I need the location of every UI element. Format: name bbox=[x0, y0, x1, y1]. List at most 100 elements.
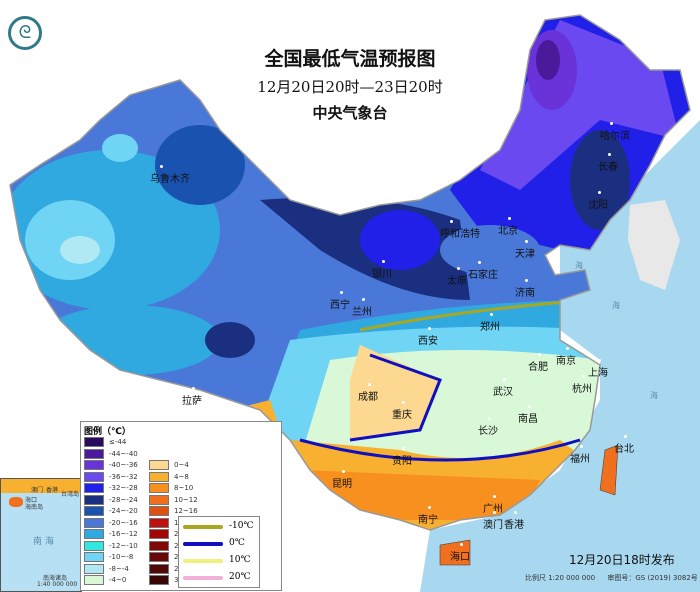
legend-item: 4~8 bbox=[149, 471, 189, 482]
city-label: 南宁 bbox=[418, 515, 438, 526]
legend-swatch bbox=[149, 563, 169, 574]
city-label: 南京 bbox=[556, 356, 576, 367]
city-label: 石家庄 bbox=[468, 270, 498, 281]
legend-label: -24~-20 bbox=[109, 507, 138, 515]
city-marker bbox=[508, 217, 511, 220]
city-label: 呼和浩特 bbox=[440, 229, 480, 240]
city-label: 济南 bbox=[515, 288, 535, 299]
legend-label: ≤-44 bbox=[109, 438, 127, 446]
legend-swatch bbox=[84, 448, 104, 459]
city-marker bbox=[488, 417, 491, 420]
city-label: 台北 bbox=[614, 444, 634, 455]
city-marker bbox=[525, 279, 528, 282]
city-marker bbox=[582, 375, 585, 378]
legend-item: 10~12 bbox=[149, 494, 198, 505]
city-marker bbox=[490, 313, 493, 316]
city-marker bbox=[450, 220, 453, 223]
legend-label: -36~-32 bbox=[109, 472, 138, 481]
city-label: 昆明 bbox=[332, 479, 352, 490]
legend-item: 0~4 bbox=[149, 460, 189, 470]
issuer: 中央气象台 bbox=[312, 104, 388, 122]
legend-swatch bbox=[149, 483, 169, 493]
city-marker bbox=[160, 165, 163, 168]
legend-swatch bbox=[84, 483, 104, 493]
city-label: 北京 bbox=[498, 226, 518, 237]
city-marker bbox=[340, 291, 343, 294]
legend-label: -8~-4 bbox=[109, 564, 129, 573]
legend-swatch bbox=[84, 506, 104, 516]
city-label: 郑州 bbox=[480, 322, 500, 333]
legend-item: 12~16 bbox=[149, 506, 198, 516]
city-marker bbox=[525, 240, 528, 243]
city-marker bbox=[402, 401, 405, 404]
legend-item: -8~-4 bbox=[84, 563, 129, 574]
city-label: 澳门 bbox=[483, 520, 503, 531]
legend-swatch bbox=[149, 517, 169, 528]
city-label: 武汉 bbox=[493, 387, 513, 398]
forecast-period: 12月20日20时—23日20时 bbox=[257, 78, 443, 96]
legend-label: -16~-12 bbox=[109, 530, 138, 538]
city-label: 重庆 bbox=[392, 410, 412, 421]
city-marker bbox=[460, 543, 463, 546]
legend-label: 10~12 bbox=[174, 495, 198, 504]
legend-swatch bbox=[84, 575, 104, 585]
legend-label: -12~-10 bbox=[109, 541, 138, 550]
city-marker bbox=[580, 445, 583, 448]
legend-item: -28~-24 bbox=[84, 494, 138, 505]
legend-item: 8~10 bbox=[149, 483, 194, 493]
isoline-label: 10℃ bbox=[229, 555, 251, 565]
city-marker bbox=[598, 191, 601, 194]
legend-label: 0~4 bbox=[174, 461, 189, 469]
legend-label: -28~-24 bbox=[109, 495, 138, 504]
city-label: 天津 bbox=[515, 249, 535, 260]
isoline-item: 10℃ bbox=[183, 555, 259, 567]
city-label: 贵阳 bbox=[392, 456, 412, 467]
isoline-label: -10℃ bbox=[229, 521, 254, 531]
city-label: 沈阳 bbox=[588, 200, 608, 211]
city-label: 西宁 bbox=[330, 300, 350, 311]
isoline-swatch bbox=[183, 576, 223, 580]
legend-label: -44~-40 bbox=[109, 449, 138, 458]
legend-swatch bbox=[84, 563, 104, 574]
inset-taiwan: 台湾岛 bbox=[61, 491, 80, 498]
inset-scale: 1:40 000 000 bbox=[37, 581, 78, 588]
cma-logo-icon: ᘓ bbox=[8, 16, 42, 50]
city-label: 乌鲁木齐 bbox=[150, 174, 190, 185]
scale: 比例尺 1:20 000 000 bbox=[525, 574, 596, 582]
city-marker bbox=[368, 383, 371, 386]
map-title: 全国最低气温预报图 bbox=[264, 48, 436, 70]
legend-swatch bbox=[84, 540, 104, 551]
isoline-swatch bbox=[183, 542, 223, 546]
city-label: 福州 bbox=[570, 454, 590, 465]
isoline-legend: -10℃ 0℃ 10℃ 20℃ bbox=[178, 516, 260, 588]
legend-label: 8~10 bbox=[174, 484, 194, 492]
city-marker bbox=[362, 298, 365, 301]
city-label: 银川 bbox=[372, 269, 392, 280]
legend-label: 4~8 bbox=[174, 472, 189, 481]
legend-swatch bbox=[149, 471, 169, 482]
legend-swatch bbox=[84, 494, 104, 505]
city-marker bbox=[538, 353, 541, 356]
legend-swatch bbox=[149, 506, 169, 516]
sea-label: 海 bbox=[650, 391, 658, 400]
legend-item: -12~-10 bbox=[84, 540, 138, 551]
isoline-item: -10℃ bbox=[183, 521, 259, 533]
city-marker bbox=[514, 511, 517, 514]
legend-label: -32~-28 bbox=[109, 484, 138, 492]
legend-label: -4~0 bbox=[109, 576, 127, 584]
legend-item: -4~0 bbox=[84, 575, 127, 585]
sea-label: 海 bbox=[575, 261, 583, 270]
isoline-item: 20℃ bbox=[183, 572, 259, 584]
legend-label: -20~-16 bbox=[109, 518, 138, 527]
legend-item: -32~-28 bbox=[84, 483, 138, 493]
city-label: 海口 bbox=[450, 552, 470, 563]
legend-item: -10~-8 bbox=[84, 552, 134, 562]
inset-sea: 南 海 bbox=[33, 537, 54, 547]
city-marker bbox=[192, 387, 195, 390]
legend-label: -10~-8 bbox=[109, 553, 134, 561]
city-marker bbox=[598, 359, 601, 362]
city-label: 哈尔滨 bbox=[600, 131, 630, 142]
city-label: 兰州 bbox=[352, 307, 372, 318]
inset-macau: 澳门 bbox=[31, 487, 44, 494]
